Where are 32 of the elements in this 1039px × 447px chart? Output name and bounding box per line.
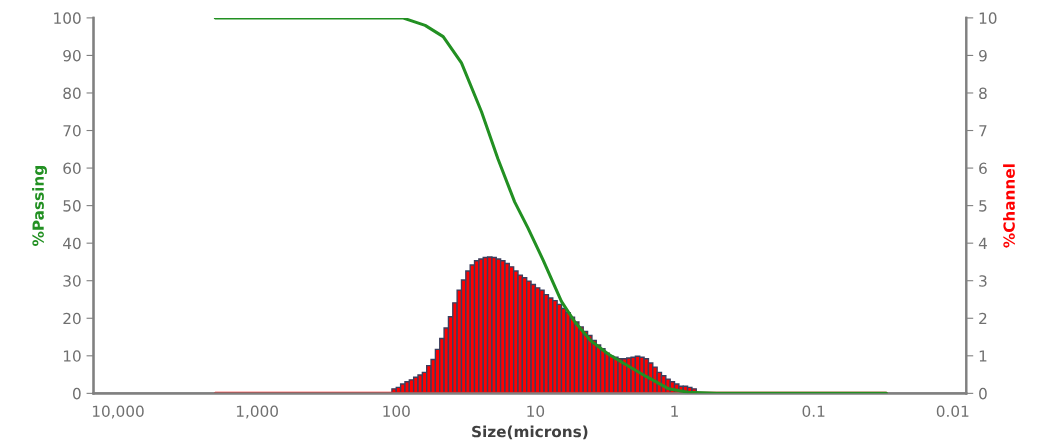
- x-tick-label: 10: [527, 405, 545, 417]
- y2-tick-label: 2: [979, 312, 987, 325]
- y2-tick-label: 0: [979, 387, 987, 400]
- x-tick-label: 1: [671, 405, 678, 417]
- y2-tick-label: 9: [979, 49, 987, 62]
- y2-tick-label: 6: [979, 162, 987, 175]
- y-tick-label: 60: [63, 162, 81, 175]
- y2-axis-title: %Channel: [1003, 164, 1015, 248]
- y2-tick-label: 5: [979, 200, 987, 212]
- x-axis-title: Size(microns): [472, 425, 588, 440]
- y-tick-label: 50: [63, 200, 81, 212]
- y2-tick-label: 4: [978, 237, 987, 249]
- y2-tick-label: 7: [979, 125, 987, 137]
- y-tick-label: 70: [63, 124, 81, 137]
- y-tick-label: 90: [63, 49, 81, 62]
- y-tick-label: 30: [63, 275, 81, 287]
- x-tick-label: 100: [383, 405, 410, 417]
- y-tick-label: 40: [63, 237, 81, 250]
- y2-tick-label: 1: [979, 350, 987, 362]
- y-tick-label: 80: [63, 87, 81, 99]
- x-tick-label: 0.01: [936, 405, 969, 417]
- y2-tick-label: 3: [979, 275, 987, 287]
- y-tick-label: 20: [63, 312, 81, 325]
- y-tick-label: 100: [54, 12, 81, 24]
- x-tick-label: 0.1: [802, 405, 825, 417]
- x-tick-label: 10,000: [92, 405, 144, 419]
- y2-tick-label: 8: [979, 87, 987, 99]
- y-tick-label: 0: [72, 387, 81, 400]
- y2-tick-label: 10: [979, 12, 997, 24]
- x-tick-label: 1,000: [236, 405, 278, 419]
- y-tick-label: 10: [63, 350, 81, 362]
- y-axis-title: %Passing: [32, 166, 47, 246]
